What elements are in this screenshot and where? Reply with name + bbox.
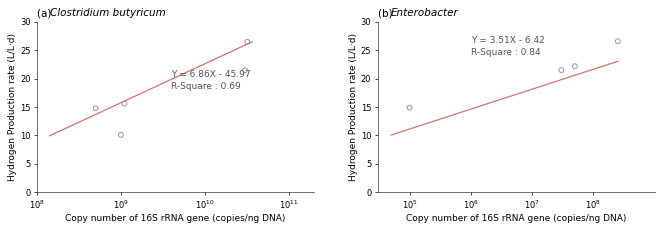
Point [115,133,126,137]
Y-axis label: Hydrogen Production rate (L/L·d): Hydrogen Production rate (L/L·d) [9,33,17,181]
X-axis label: Copy number of 16S rRNA gene (copies/ng DNA): Copy number of 16S rRNA gene (copies/ng … [406,214,627,223]
Point [90,106,101,110]
Point [242,40,253,44]
Point [239,68,250,72]
Point [613,39,623,43]
Text: Clostridium butyricum: Clostridium butyricum [50,9,166,18]
Point [119,102,130,106]
Point [556,68,567,72]
Point [570,64,580,68]
Text: Enterobacter: Enterobacter [391,9,459,18]
Text: Y = 3.51X - 6.42
R-Square : 0.84: Y = 3.51X - 6.42 R-Square : 0.84 [471,36,544,57]
Point [404,106,415,109]
Text: (a): (a) [37,9,54,18]
Text: (b): (b) [377,9,395,18]
X-axis label: Copy number of 16S rRNA gene (copies/ng DNA): Copy number of 16S rRNA gene (copies/ng … [66,214,286,223]
Text: Y = 6.86X - 45.97
R-Square : 0.69: Y = 6.86X - 45.97 R-Square : 0.69 [171,70,251,91]
Y-axis label: Hydrogen Production rate (L/L·d): Hydrogen Production rate (L/L·d) [349,33,358,181]
